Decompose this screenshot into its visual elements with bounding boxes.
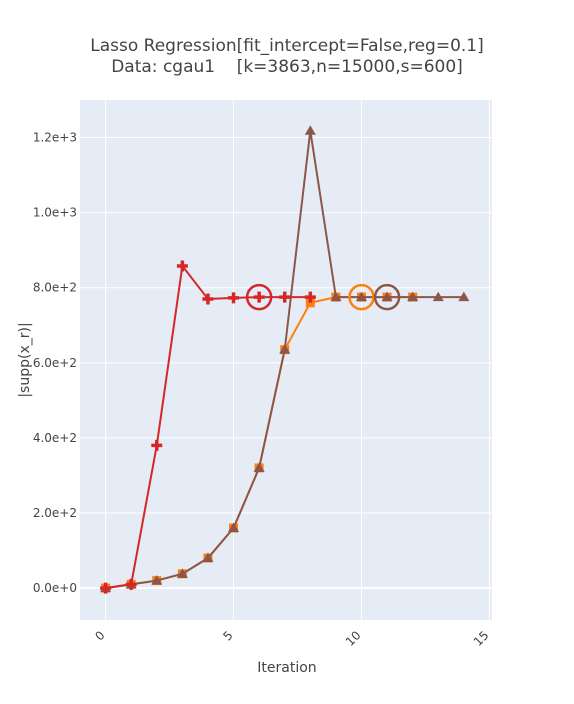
data-point — [151, 439, 163, 451]
x-axis-label: Iteration — [257, 660, 316, 676]
data-point — [279, 291, 291, 303]
y-tick-label: 1.0e+3 — [33, 206, 77, 220]
data-point — [253, 291, 265, 303]
highlight-circle — [245, 283, 273, 311]
data-point — [100, 582, 112, 594]
plot-area — [80, 100, 492, 620]
highlight-circle — [373, 283, 401, 311]
y-tick-label: 6.0e+2 — [33, 356, 77, 370]
data-point — [304, 125, 316, 135]
data-point — [330, 291, 342, 302]
data-point — [458, 291, 470, 302]
y-tick-label: 2.0e+2 — [33, 506, 77, 520]
y-tick-label: 0.0e+0 — [33, 581, 77, 595]
highlight-circle — [348, 283, 375, 311]
data-point — [176, 568, 188, 578]
data-point — [381, 291, 393, 302]
data-point — [125, 578, 137, 590]
y-tick-label: 4.0e+2 — [33, 431, 77, 445]
data-point — [304, 291, 316, 303]
y-axis-label: |supp(x_r)| — [17, 322, 33, 397]
chart-title-line2: Data: cgau1 [k=3863,n=15000,s=600] — [111, 57, 463, 77]
data-point — [202, 293, 214, 305]
chart-title-line1: Lasso Regression[fit_intercept=False,reg… — [90, 36, 484, 56]
y-tick-label: 1.2e+3 — [33, 131, 77, 145]
data-point — [407, 291, 419, 302]
data-point — [432, 291, 444, 302]
data-point — [355, 291, 367, 302]
data-point — [228, 292, 240, 304]
data-point — [253, 462, 265, 472]
data-point — [279, 344, 291, 354]
y-tick-label: 8.0e+2 — [33, 281, 77, 295]
data-point — [202, 552, 214, 563]
data-point — [228, 522, 240, 533]
data-point — [176, 260, 188, 272]
data-point — [151, 575, 163, 585]
data-point — [305, 298, 315, 308]
